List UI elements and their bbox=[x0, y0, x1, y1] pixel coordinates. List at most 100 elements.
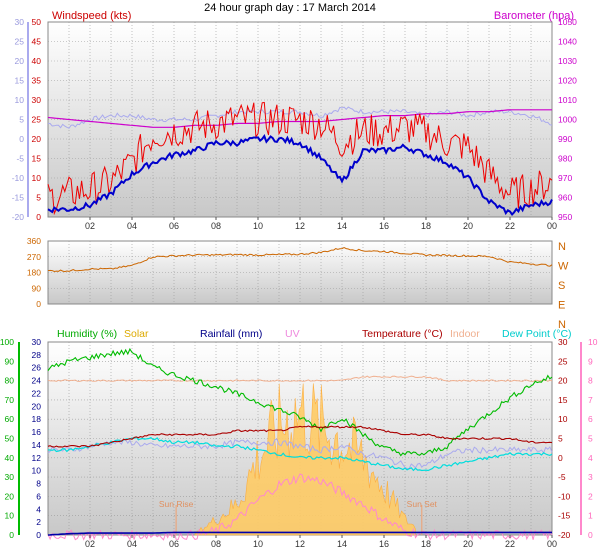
uv-axis-tick: 0 bbox=[588, 530, 593, 540]
temp-axis-tick: -15 bbox=[558, 511, 571, 521]
humidity-axis-tick: 40 bbox=[5, 453, 15, 463]
baro-axis-tick: 1050 bbox=[558, 17, 577, 27]
series-rainfall bbox=[47, 531, 552, 536]
uv-axis-tick: 1 bbox=[588, 511, 593, 521]
humidity-axis-tick: 0 bbox=[9, 530, 14, 540]
uv-axis-tick: 7 bbox=[588, 395, 593, 405]
temp-outer-axis-tick: 10 bbox=[15, 95, 25, 105]
rain-axis-tick: 12 bbox=[32, 453, 42, 463]
wind-panel-xtick-label: 04 bbox=[127, 221, 137, 231]
humidity-axis-tick: 80 bbox=[5, 376, 15, 386]
temp-axis-tick: 15 bbox=[558, 395, 568, 405]
dir-compass-label: W bbox=[558, 261, 569, 273]
rain-axis-tick: 10 bbox=[32, 466, 42, 476]
uv-axis-tick: 8 bbox=[588, 376, 593, 386]
wind-axis-tick: 40 bbox=[32, 56, 42, 66]
sunrise-label: Sun Rise bbox=[159, 499, 194, 509]
series-wind-average bbox=[47, 134, 553, 216]
uv-axis-tick: 4 bbox=[588, 453, 593, 463]
legend-entry: Rainfall (mm) bbox=[200, 328, 262, 340]
series-humidity bbox=[47, 347, 553, 457]
series-temperature bbox=[47, 425, 553, 448]
rain-axis-tick: 22 bbox=[32, 388, 42, 398]
temp-outer-axis-tick: -20 bbox=[12, 212, 25, 222]
temp-panel-xtick-label: 10 bbox=[253, 539, 263, 549]
wind-panel-xtick-label: 08 bbox=[211, 221, 221, 231]
series-light-blue bbox=[47, 106, 553, 129]
series-solar bbox=[194, 383, 416, 536]
baro-axis-label: Barometer (hpa) bbox=[494, 10, 574, 22]
dir-compass-label: S bbox=[558, 280, 565, 292]
temp-panel-xtick-label: 08 bbox=[211, 539, 221, 549]
wind-axis-tick: 50 bbox=[32, 17, 42, 27]
dir-axis-tick: 0 bbox=[36, 299, 41, 309]
series-dew-point bbox=[47, 436, 553, 472]
temp-panel-xtick-label: 02 bbox=[85, 539, 95, 549]
uv-axis-tick: 3 bbox=[588, 472, 593, 482]
temp-outer-axis-tick: 5 bbox=[19, 115, 24, 125]
dir-compass-label: N bbox=[558, 319, 566, 331]
rain-axis-tick: 0 bbox=[36, 530, 41, 540]
humidity-axis-tick: 10 bbox=[5, 511, 15, 521]
temp-outer-axis-tick: 20 bbox=[15, 56, 25, 66]
rain-axis-tick: 8 bbox=[36, 479, 41, 489]
dir-compass-label: E bbox=[558, 300, 565, 312]
wind-panel-xtick-label: 10 bbox=[253, 221, 263, 231]
temp-panel-xtick-label: 12 bbox=[295, 539, 305, 549]
temp-outer-axis-tick: 25 bbox=[15, 37, 25, 47]
wind-panel-xtick-label: 18 bbox=[421, 221, 431, 231]
temp-panel-xtick-label: 16 bbox=[379, 539, 389, 549]
wind-axis-tick: 45 bbox=[32, 37, 42, 47]
temp-axis-tick: 5 bbox=[558, 434, 563, 444]
wind-axis-tick: 0 bbox=[36, 212, 41, 222]
series-barometer bbox=[47, 109, 552, 128]
temp-axis-tick: 25 bbox=[558, 356, 568, 366]
baro-axis-tick: 990 bbox=[558, 134, 572, 144]
series-indoor bbox=[47, 375, 553, 382]
baro-axis-tick: 1040 bbox=[558, 37, 577, 47]
baro-axis-tick: 1030 bbox=[558, 56, 577, 66]
dir-axis-tick: 180 bbox=[27, 268, 41, 278]
series-wind-direction bbox=[47, 247, 553, 273]
legend-entry: UV bbox=[285, 328, 300, 340]
dir-axis-tick: 270 bbox=[27, 252, 41, 262]
rain-axis-tick: 20 bbox=[32, 401, 42, 411]
baro-axis-tick: 960 bbox=[558, 193, 572, 203]
rain-axis-tick: 28 bbox=[32, 350, 42, 360]
humidity-axis-tick: 60 bbox=[5, 414, 15, 424]
rain-axis-tick: 6 bbox=[36, 491, 41, 501]
temp-axis-tick: 10 bbox=[558, 414, 568, 424]
wind-panel-xtick-label: 00 bbox=[547, 221, 557, 231]
legend-entry: Temperature (°C) bbox=[362, 328, 443, 340]
humidity-axis-tick: 90 bbox=[5, 356, 15, 366]
series-windspeed bbox=[47, 101, 553, 216]
legend-entry: Solar bbox=[124, 328, 149, 340]
temp-axis-tick: 30 bbox=[558, 337, 568, 347]
wind-axis-tick: 5 bbox=[36, 193, 41, 203]
temp-outer-axis-tick: -10 bbox=[12, 173, 25, 183]
rain-axis-tick: 16 bbox=[32, 427, 42, 437]
rain-axis-tick: 14 bbox=[32, 440, 42, 450]
legend-entry: Indoor bbox=[450, 328, 480, 340]
rain-axis-tick: 26 bbox=[32, 363, 42, 373]
wind-axis-label: Windspeed (kts) bbox=[52, 10, 131, 22]
series-light-blue-temp bbox=[47, 438, 553, 470]
uv-axis-tick: 5 bbox=[588, 434, 593, 444]
wind-axis-tick: 15 bbox=[32, 154, 42, 164]
temp-panel-xtick-label: 06 bbox=[169, 539, 179, 549]
legend-entry: Humidity (%) bbox=[57, 328, 117, 340]
temp-axis-tick: -20 bbox=[558, 530, 571, 540]
sunset-label: Sun Set bbox=[407, 499, 438, 509]
rain-axis-tick: 24 bbox=[32, 376, 42, 386]
baro-axis-tick: 970 bbox=[558, 173, 572, 183]
wind-panel-xtick-label: 06 bbox=[169, 221, 179, 231]
temp-outer-axis-tick: -5 bbox=[16, 154, 24, 164]
rain-axis-tick: 2 bbox=[36, 517, 41, 527]
humidity-axis-tick: 30 bbox=[5, 472, 15, 482]
dir-compass-label: N bbox=[558, 241, 566, 253]
temp-panel-xtick-label: 18 bbox=[421, 539, 431, 549]
wind-panel-xtick-label: 20 bbox=[463, 221, 473, 231]
temp-axis-tick: 0 bbox=[558, 453, 563, 463]
humidity-axis-tick: 50 bbox=[5, 434, 15, 444]
uv-axis-tick: 6 bbox=[588, 414, 593, 424]
